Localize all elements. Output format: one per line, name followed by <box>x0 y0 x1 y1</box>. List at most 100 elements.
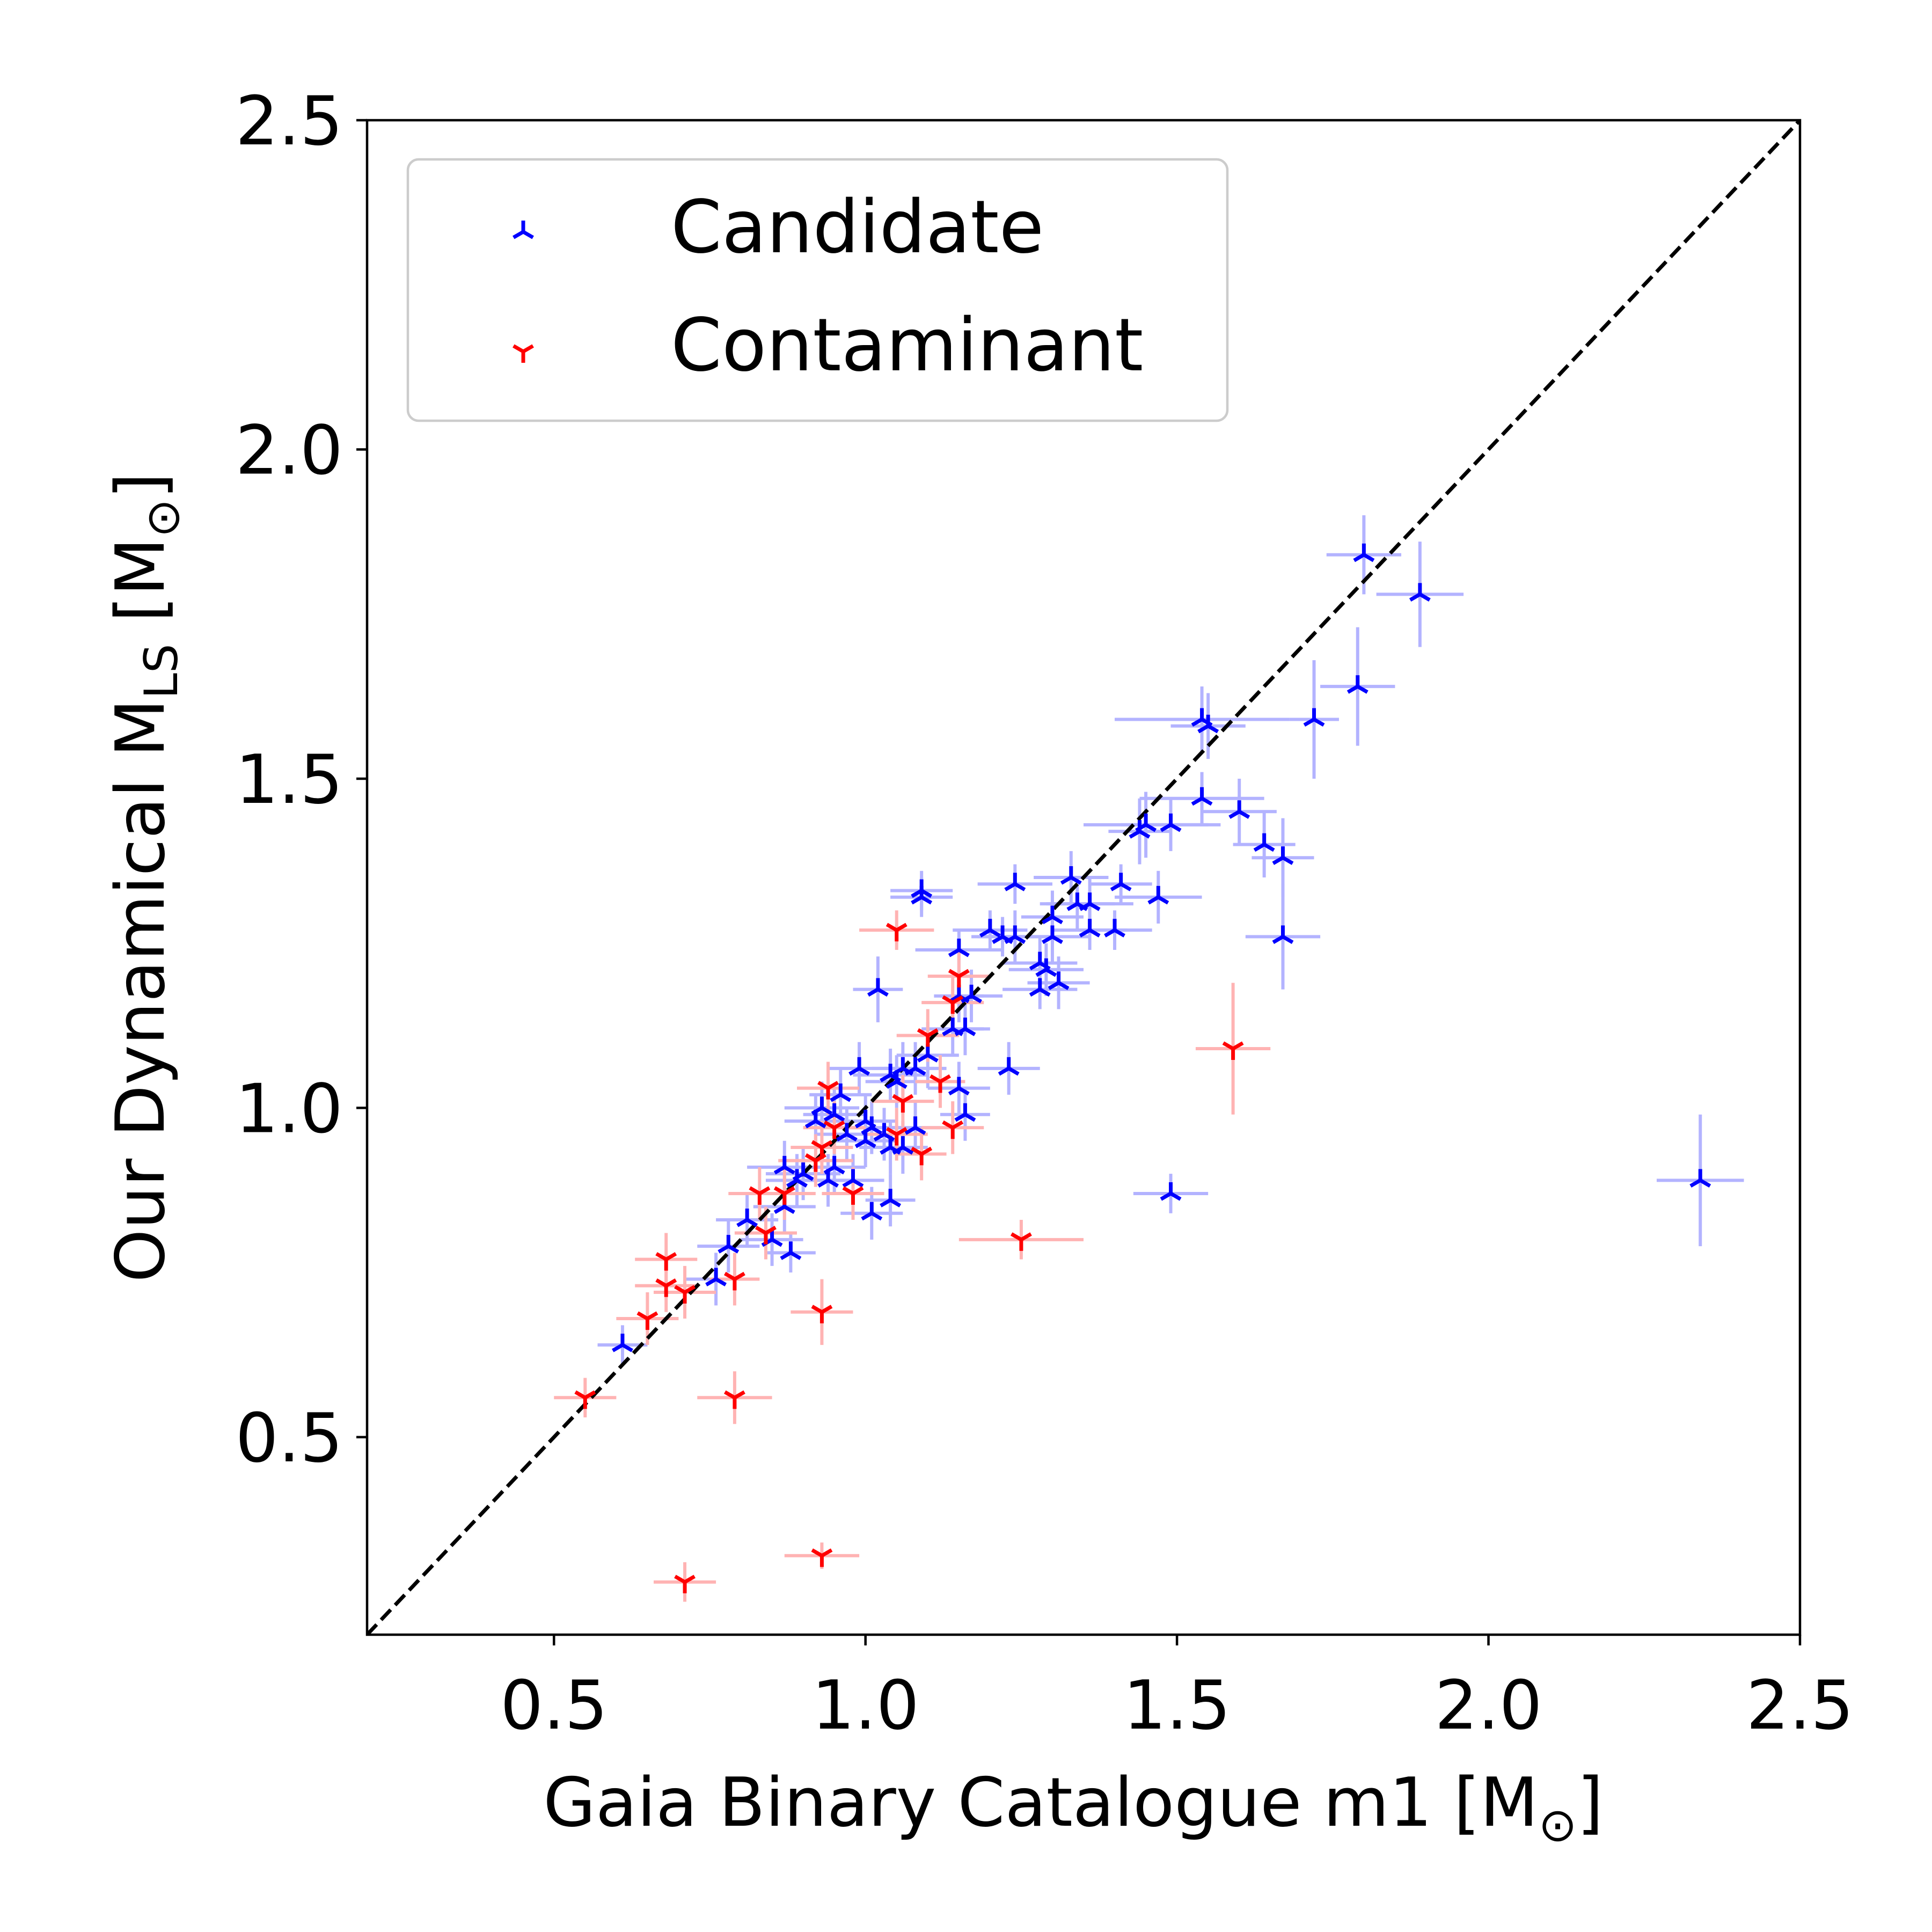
contaminant-point <box>674 1575 696 1593</box>
candidate-point <box>892 1136 914 1155</box>
legend-box <box>406 158 1229 422</box>
contaminant-point <box>723 1390 745 1409</box>
candidate-point <box>1689 1169 1711 1188</box>
candidate-point <box>867 978 889 997</box>
x-axis: 0.5 1.0 1.5 2.0 2.5 <box>500 1635 1854 1745</box>
candidate-point <box>736 1209 758 1227</box>
contaminant-point <box>655 1252 677 1271</box>
y-axis-label-subscript: LS <box>135 644 188 699</box>
y-axis-label-bracket: [M <box>101 538 180 644</box>
x-tick-label: 1.0 <box>812 1666 919 1745</box>
x-axis-sun-symbol: ⊙ <box>1538 1798 1577 1852</box>
contaminant-point <box>723 1271 745 1291</box>
candidate-point <box>942 1018 964 1036</box>
candidate-point <box>1191 787 1213 806</box>
x-tick-label: 2.0 <box>1435 1666 1542 1745</box>
contaminant-point <box>749 1186 771 1205</box>
contaminant-point <box>885 1126 908 1146</box>
contaminant-point <box>1222 1041 1244 1060</box>
candidate-point <box>1160 813 1182 832</box>
candidate-point <box>1029 978 1051 997</box>
candidate-point <box>911 885 933 905</box>
legend-marker-candidate <box>513 221 534 239</box>
legend-marker-symbol-contaminant <box>513 344 534 363</box>
y-tick-label: 1.0 <box>236 1069 343 1148</box>
contaminant-point <box>636 1311 658 1330</box>
candidate-point <box>848 1057 870 1076</box>
contaminant-point <box>842 1186 864 1205</box>
y-tick-label: 0.5 <box>236 1399 343 1477</box>
candidate-point <box>1346 675 1368 694</box>
candidate-point <box>1042 925 1063 944</box>
y-axis-label-close: ] <box>101 472 180 499</box>
candidate-point <box>804 1109 826 1129</box>
x-axis-label: Gaia Binary Catalogue m1 [M⊙] <box>543 1763 1603 1852</box>
markers-layer <box>574 543 1711 1593</box>
candidate-point <box>1197 714 1219 734</box>
x-tick-label: 2.5 <box>1746 1666 1854 1745</box>
contaminant-point <box>942 1120 964 1139</box>
x-tick-label: 0.5 <box>500 1666 608 1745</box>
candidate-point <box>1228 800 1250 819</box>
candidate-point <box>961 984 982 1004</box>
candidate-point <box>1079 892 1101 911</box>
candidate-point <box>786 1169 808 1188</box>
contaminant-point <box>948 969 970 988</box>
legend: Candidate Contaminant <box>406 158 1229 422</box>
contaminant-point <box>917 1028 939 1047</box>
contaminant-point <box>942 995 964 1014</box>
errorbars-layer <box>554 515 1744 1602</box>
contaminant-point <box>892 1094 914 1113</box>
x-axis-label-close: ] <box>1577 1763 1604 1842</box>
identity-line-layer <box>367 120 1800 1635</box>
candidate-point <box>861 1202 883 1221</box>
y-axis-label-text: Our Dynamical M <box>101 699 180 1283</box>
candidate-point <box>1004 925 1026 944</box>
candidate-point <box>1042 905 1063 925</box>
candidate-point <box>1160 1182 1182 1201</box>
candidate-point <box>718 1235 740 1254</box>
candidate-point <box>1353 543 1375 562</box>
candidate-point <box>1110 873 1132 891</box>
candidate-point <box>1060 866 1082 885</box>
contaminant-point <box>811 1548 833 1567</box>
contaminant-point <box>823 1120 845 1139</box>
candidate-point <box>1079 919 1101 938</box>
contaminant-point <box>811 1305 833 1323</box>
y-axis: 0.5 1.0 1.5 2.0 2.5 <box>236 82 367 1477</box>
candidate-point <box>880 1189 902 1208</box>
candidate-point <box>1272 925 1294 944</box>
contaminant-point <box>674 1285 696 1304</box>
x-tick-label: 1.5 <box>1123 1666 1231 1745</box>
candidate-point <box>904 1116 926 1135</box>
candidate-point <box>817 1169 839 1188</box>
candidate-point <box>854 1129 876 1148</box>
candidate-point <box>948 938 970 957</box>
contaminant-point <box>911 1146 933 1166</box>
candidate-point <box>836 1123 858 1142</box>
candidate-point <box>830 1083 852 1102</box>
candidate-point <box>1272 846 1294 865</box>
candidate-point <box>1104 919 1125 938</box>
candidate-point <box>1129 820 1151 839</box>
plot-frame <box>365 119 1802 1636</box>
y-tick-label: 2.5 <box>236 82 343 160</box>
legend-marker-contaminant <box>513 344 534 363</box>
identity-line <box>367 120 1800 1635</box>
y-axis-sun-symbol: ⊙ <box>136 499 190 538</box>
candidate-point <box>1004 873 1026 891</box>
candidate-point <box>705 1268 727 1286</box>
contaminant-point <box>773 1186 795 1205</box>
contaminant-point <box>655 1278 677 1297</box>
y-axis-label: Our Dynamical MLS [M⊙] <box>101 472 190 1282</box>
candidate-point <box>954 1103 976 1122</box>
candidate-point <box>1147 885 1169 905</box>
contaminant-point <box>574 1390 596 1409</box>
contaminant-point <box>755 1226 777 1245</box>
candidate-point <box>885 1070 908 1089</box>
candidate-point <box>1035 958 1057 977</box>
candidate-point <box>780 1241 802 1260</box>
candidate-point <box>1303 708 1325 727</box>
candidate-point <box>948 1077 970 1096</box>
